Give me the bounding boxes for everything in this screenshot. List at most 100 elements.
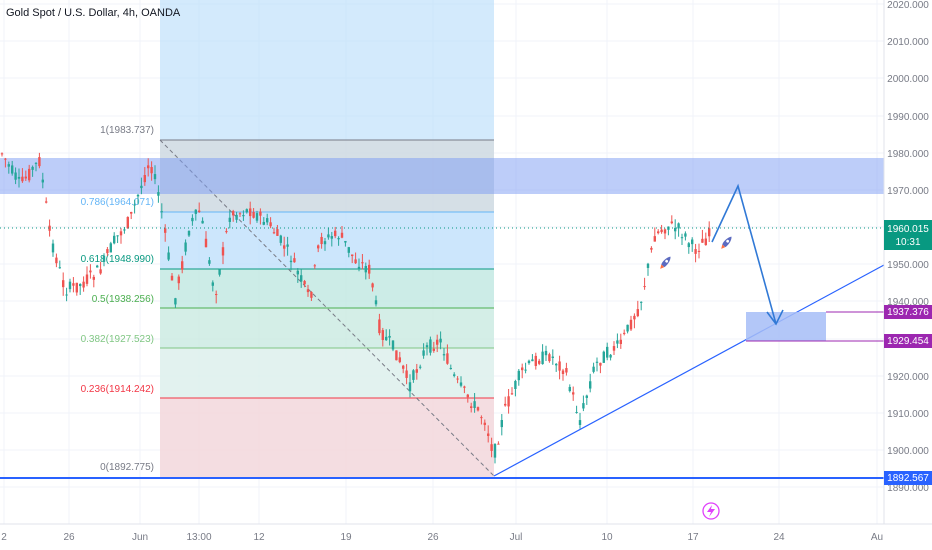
candle-body — [527, 360, 531, 364]
candle-body — [531, 359, 534, 362]
candle-body — [599, 362, 602, 366]
candle-body — [72, 283, 75, 286]
candle-body — [266, 218, 269, 223]
candle-body — [602, 351, 605, 363]
candle-body — [252, 211, 255, 218]
candle-body — [92, 276, 95, 280]
candle-body — [490, 444, 493, 451]
candle-body — [480, 417, 483, 419]
candle-body — [211, 282, 214, 286]
candle-body — [272, 232, 276, 234]
fib-zone-0786 — [160, 212, 494, 269]
candle-body — [102, 255, 106, 262]
candle-body — [589, 381, 592, 389]
time-axis[interactable]: 2 26 Jun 13:00 12 19 26 Jul 10 17 24 Au — [1, 532, 883, 543]
lightning-icon[interactable] — [702, 502, 720, 520]
candle-body — [11, 165, 14, 174]
candle-body — [164, 228, 167, 233]
candle-body — [623, 332, 626, 334]
resistance-zone[interactable] — [0, 158, 884, 194]
rocket-icon[interactable] — [658, 255, 672, 271]
candle-body — [381, 330, 384, 341]
candle-body — [153, 174, 157, 180]
candle-body — [337, 238, 340, 240]
candle-body — [143, 175, 146, 183]
fib-zone-0382 — [160, 348, 494, 398]
candle-body — [238, 213, 242, 215]
fib-label-05: 0.5(1938.256) — [92, 294, 154, 305]
candle-body — [442, 354, 446, 356]
candle-body — [582, 403, 585, 409]
candle-body — [374, 300, 378, 305]
candle-body — [255, 213, 259, 221]
candle-body — [500, 419, 503, 428]
candle-body — [629, 319, 633, 330]
candle-body — [663, 229, 667, 234]
rocket-icon[interactable] — [719, 235, 733, 251]
candle-body — [701, 238, 704, 243]
candle-body — [133, 204, 136, 206]
candle-body — [704, 238, 707, 246]
candle-body — [17, 176, 21, 179]
candle-body — [412, 370, 415, 380]
fib-trend-dashed-line — [159, 139, 495, 477]
price-tick-label: 2020.000 — [887, 0, 929, 11]
candle-body — [283, 245, 286, 249]
candle-body — [691, 239, 694, 245]
candle-body — [123, 229, 126, 231]
candle-body — [708, 228, 711, 237]
candle-body — [184, 242, 187, 252]
projection-path[interactable] — [711, 183, 777, 325]
candle-body — [551, 356, 554, 358]
marker-low-value: 1929.454 — [887, 336, 929, 347]
candle-body — [517, 370, 520, 381]
candle-body — [269, 222, 272, 227]
candle-body — [79, 284, 82, 287]
candle-body — [497, 443, 500, 445]
candle-body — [653, 236, 656, 242]
candle-body — [633, 315, 636, 320]
candle-body — [41, 179, 44, 183]
candle-body — [402, 365, 405, 369]
ascending-trend-line[interactable] — [493, 264, 885, 477]
candle-body — [548, 354, 551, 362]
candle-body — [21, 176, 24, 182]
candle-body — [0, 153, 4, 155]
candle-body — [150, 167, 153, 174]
candle-body — [75, 282, 78, 293]
candle-body — [306, 289, 310, 293]
candle-body — [391, 340, 395, 350]
candle-body — [191, 217, 194, 222]
price-tick-label: 1970.000 — [887, 186, 929, 197]
candle-body — [198, 210, 201, 212]
candle-body — [215, 294, 218, 296]
fib-label-1: 1(1983.737) — [100, 125, 154, 136]
candle-body — [340, 232, 344, 238]
candle-body — [174, 298, 177, 305]
candle-body — [606, 346, 609, 358]
fib-label-0618: 0.618(1948.990) — [81, 254, 154, 265]
fib-label-0: 0(1892.775) — [100, 462, 154, 473]
candle-body — [170, 275, 174, 281]
candle-body — [194, 209, 197, 214]
candle-body — [697, 250, 701, 252]
target-box[interactable] — [746, 312, 826, 341]
price-tick-label: 2000.000 — [887, 74, 929, 85]
candle-body — [279, 235, 282, 243]
marker-badge-high: 1937.376 — [884, 305, 932, 319]
candle-body — [259, 211, 262, 216]
candle-body — [694, 249, 697, 254]
candle-body — [7, 164, 10, 167]
candle-body — [235, 214, 238, 220]
candle-body — [395, 350, 398, 361]
time-tick-label: Jun — [132, 532, 148, 543]
price-tick-label: 1940.000 — [887, 297, 929, 308]
price-axis[interactable]: 2020.000 2010.000 2000.000 1990.000 1980.000… — [887, 0, 929, 494]
candle-body — [572, 392, 575, 395]
candle-body — [330, 236, 333, 239]
candle-body — [51, 243, 55, 253]
candle-body — [147, 165, 150, 169]
candle-body — [28, 168, 31, 181]
time-tick-label: Jul — [510, 532, 523, 543]
